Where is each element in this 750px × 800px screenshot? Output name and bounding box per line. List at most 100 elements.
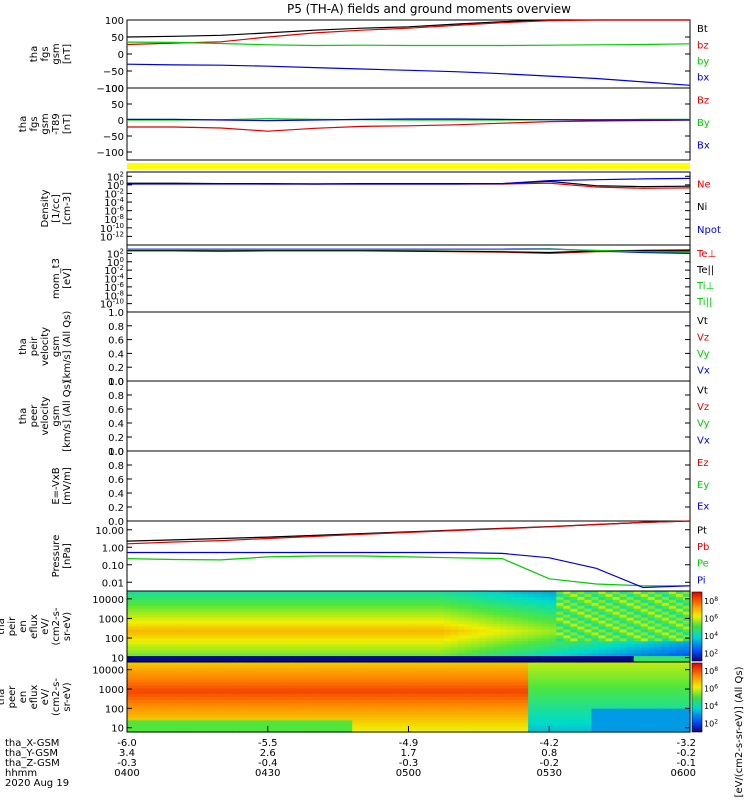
- spectrogram-cell: [457, 673, 466, 678]
- spectrogram-cell: [598, 699, 607, 704]
- spectrogram-cell: [288, 688, 297, 692]
- spectrogram-cell: [204, 611, 213, 616]
- spectrogram-cell: [654, 729, 663, 733]
- spectrogram-cell: [514, 602, 522, 607]
- spectrogram-cell: [619, 729, 628, 733]
- spectrogram-cell: [317, 729, 325, 733]
- spectrogram-cell: [640, 702, 649, 707]
- spectrogram-cell: [324, 659, 332, 663]
- spectrogram-cell: [246, 608, 255, 613]
- spectrogram-cell: [127, 697, 135, 701]
- spectrogram-cell: [591, 682, 600, 686]
- spectrogram-cell: [514, 599, 522, 604]
- spectrogram-cell: [380, 620, 388, 625]
- spectrogram-cell: [239, 720, 248, 724]
- spectrogram-cell: [591, 679, 600, 684]
- spectrogram-cell: [176, 605, 184, 610]
- spectrogram-cell: [591, 635, 600, 639]
- spectrogram-cell: [415, 614, 424, 619]
- spectrogram-cell: [408, 685, 417, 689]
- spectrogram-cell: [492, 650, 501, 654]
- spectrogram-cell: [492, 662, 501, 666]
- spectrogram-cell: [563, 688, 571, 692]
- spectrogram-cell: [598, 702, 607, 707]
- spectrogram-cell: [507, 682, 515, 686]
- legend-entry: Vz: [697, 333, 709, 344]
- spectrogram-cell: [155, 720, 163, 724]
- spectrogram-cell: [542, 647, 550, 651]
- spectrogram-cell: [598, 673, 607, 678]
- spectrogram-cell: [183, 611, 191, 616]
- spectrogram-cell: [190, 632, 198, 636]
- y-tick-label: 10: [111, 654, 124, 665]
- spectrogram-cell: [507, 708, 515, 713]
- spectrogram-cell: [415, 664, 424, 669]
- spectrogram-cell: [288, 653, 297, 657]
- spectrogram-cell: [485, 691, 494, 695]
- spectrogram-cell: [317, 650, 325, 654]
- spectrogram-cell: [450, 629, 459, 634]
- x-axis-value: -0.3: [399, 758, 419, 769]
- spectrogram-cell: [640, 694, 649, 698]
- spectrogram-cell: [239, 647, 248, 651]
- spectrogram-cell: [556, 670, 564, 675]
- panel-frame: [126, 380, 691, 452]
- spectrogram-cell: [253, 711, 262, 716]
- spectrogram-cell: [162, 596, 170, 601]
- spectrogram-cell: [549, 620, 557, 625]
- spectrogram-cell: [401, 647, 410, 651]
- spectrogram-cell: [499, 614, 508, 619]
- spectrogram-cell: [443, 697, 452, 701]
- spectrogram-cell: [626, 664, 635, 669]
- spectrogram-cell: [134, 599, 142, 604]
- spectrogram-cell: [253, 662, 262, 666]
- spectrogram-cell: [176, 617, 184, 622]
- spectrogram-cell: [549, 720, 557, 724]
- spectrogram-cell: [499, 717, 508, 721]
- panel-frame: [126, 87, 691, 161]
- spectrogram-cell: [218, 676, 227, 681]
- spectrogram-cell: [134, 673, 142, 678]
- spectrogram-cell: [239, 593, 248, 598]
- spectrogram-cell: [302, 623, 311, 628]
- spectrogram-cell: [183, 605, 191, 610]
- spectrogram-cell: [436, 635, 445, 639]
- y-axis-label-line: gsm: [51, 43, 62, 64]
- spectrogram-cell: [570, 714, 578, 719]
- spectrogram-cell: [225, 720, 234, 724]
- spectrogram-cell: [633, 729, 642, 733]
- spectrogram-cell: [352, 605, 360, 610]
- spectrogram-cell: [675, 714, 684, 719]
- spectrogram-cell: [155, 620, 163, 625]
- spectrogram-cell: [535, 626, 543, 631]
- spectrogram-cell: [324, 626, 332, 631]
- spectrogram-cell: [253, 656, 262, 660]
- spectrogram-cell: [183, 711, 191, 716]
- spectrogram-cell: [141, 670, 149, 675]
- spectrogram-cell: [317, 653, 325, 657]
- spectrogram-cell: [450, 694, 459, 698]
- spectrogram-cell: [619, 688, 628, 692]
- spectrogram-cell: [549, 682, 557, 686]
- spectrogram-cell: [176, 708, 184, 713]
- spectrogram-cell: [317, 676, 325, 681]
- spectrogram-cell: [471, 644, 480, 648]
- spectrogram-cell: [211, 596, 220, 601]
- spectrogram-cell: [127, 717, 135, 721]
- spectrogram-cell: [338, 626, 346, 631]
- spectrogram-cell: [331, 599, 339, 604]
- spectrogram-cell: [281, 605, 290, 610]
- spectrogram-cell: [507, 614, 515, 619]
- spectrogram-cell: [507, 638, 515, 642]
- spectrogram-cell: [528, 729, 536, 733]
- spectrogram-cell: [197, 644, 206, 648]
- spectrogram-cell: [288, 638, 297, 642]
- spectrogram-cell: [338, 708, 346, 713]
- spectrogram-cell: [626, 591, 635, 595]
- spectrogram-cell: [338, 638, 346, 642]
- spectrogram-cell: [197, 682, 206, 686]
- spectrogram-cell: [317, 699, 325, 704]
- spectrogram-cell: [626, 638, 635, 642]
- spectrogram-cell: [162, 602, 170, 607]
- spectrogram-cell: [134, 623, 142, 628]
